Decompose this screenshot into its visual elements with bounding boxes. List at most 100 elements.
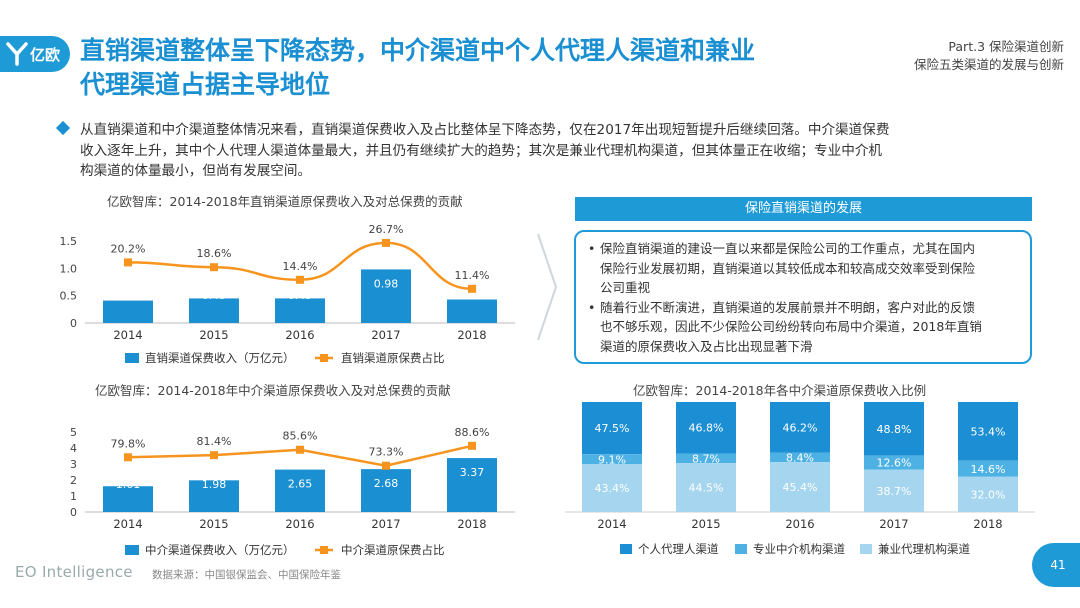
logo-text: 亿欧 (30, 45, 61, 64)
stacked-segment (958, 460, 1018, 477)
bullet-dot: • (588, 299, 596, 315)
legend-bar-label: 直销渠道保费收入（万亿元） (145, 351, 295, 365)
summary-line: 构渠道的体量最小，但尚有发展空间。 (80, 163, 312, 179)
stacked-segment (958, 476, 1018, 512)
y-tick-label: 0.5 (60, 290, 78, 303)
legend-label: 个人代理人渠道 (638, 542, 719, 556)
stacked-segment (864, 469, 924, 513)
line-value-label: 20.2% (111, 242, 146, 255)
x-tick-label: 2016 (285, 328, 314, 342)
y-tick-label: 0 (70, 317, 77, 330)
line-point (382, 461, 390, 470)
bar-value-label: 3.37 (460, 466, 485, 479)
line-value-label: 85.6% (283, 430, 318, 443)
x-tick-label: 2017 (371, 517, 400, 531)
brand-logo: 亿欧 (0, 36, 70, 72)
bar (275, 298, 325, 323)
section-label: Part.3 保险渠道创新 保险五类渠道的发展与创新 (914, 38, 1064, 74)
legend-swatch (860, 544, 872, 554)
legend-line-marker (320, 546, 328, 554)
intermediary-share-chart: 亿欧智库：2014-2018年各中介渠道原保费收入比例 47.5% 9.1% 43.… (565, 375, 1040, 565)
y-tick-label: 2 (70, 474, 77, 487)
x-tick-label: 2014 (113, 328, 142, 342)
diamond-bullet-icon (55, 120, 71, 136)
segment-value-label: 45.4% (783, 481, 818, 494)
x-tick-label: 2015 (199, 517, 228, 531)
y-tick-label: 1 (70, 490, 77, 503)
x-tick-label: 2014 (597, 517, 626, 531)
segment-value-label: 53.4% (971, 425, 1006, 438)
bar (361, 469, 411, 512)
segment-value-label: 8.4% (786, 451, 814, 464)
summary-line: 从直销渠道和中介渠道整体情况来看，直销渠道保费收入及占比整体呈下降态势，仅在20… (80, 122, 890, 138)
intermediary-share-svg: 47.5% 9.1% 43.4% 2014 46.8% 8.7% 44.5% 2015 46.2… (565, 402, 1035, 556)
line-point (468, 441, 476, 450)
line-value-label: 14.4% (283, 260, 318, 273)
y-tick-label: 3 (70, 458, 77, 471)
page-title-line1: 直销渠道整体呈下降态势，中介渠道中个人代理人渠道和兼业 (80, 36, 756, 65)
y-tick-label: 0 (70, 506, 77, 519)
x-tick-label: 2018 (457, 328, 486, 342)
info-line: 保险行业发展初期，直销渠道以其较低成本和较高成交效率受到保险 (600, 260, 976, 276)
segment-value-label: 38.7% (877, 485, 912, 498)
bar (447, 299, 497, 323)
legend-line-marker (320, 354, 328, 362)
x-tick-label: 2015 (199, 328, 228, 342)
segment-value-label: 12.6% (877, 457, 912, 470)
intermediary-channel-svg: 0 1 2 3 4 5 1.61 2014 1.98 2015 2.65 2016 2.68 2017 3.… (70, 426, 515, 557)
bar (189, 480, 239, 512)
section-part: Part.3 保险渠道创新 (948, 39, 1064, 54)
segment-value-label: 47.5% (595, 422, 630, 435)
x-tick-label: 2016 (785, 517, 814, 531)
bar-value-label: 2.65 (288, 478, 313, 491)
bar (447, 458, 497, 512)
x-tick-label: 2017 (879, 517, 908, 531)
y-tick-label: 4 (70, 442, 77, 455)
logo-y-icon (6, 42, 28, 66)
stacked-segment (582, 454, 642, 465)
x-tick-label: 2018 (457, 517, 486, 531)
line-point (124, 258, 132, 267)
chart-title: 亿欧智库：2014-2018年直销渠道原保费收入及对总保费的贡献 (107, 194, 463, 209)
x-tick-label: 2016 (285, 517, 314, 531)
stacked-segment (676, 402, 736, 454)
segment-value-label: 8.7% (692, 452, 720, 465)
y-tick-label: 1.0 (60, 262, 78, 275)
bar (275, 469, 325, 512)
stacked-segment (676, 463, 736, 512)
x-tick-label: 2018 (973, 517, 1002, 531)
bar (103, 300, 153, 323)
stacked-segment (582, 402, 642, 455)
chart-title: 亿欧智库：2014-2018年各中介渠道原保费收入比例 (633, 383, 927, 398)
segment-value-label: 48.8% (877, 423, 912, 436)
direct-channel-svg: 0 0.5 1.0 1.5 0.41 2014 0.45 2015 0.45 2016 0.98 20… (60, 223, 515, 365)
page-number: 41 (1032, 543, 1080, 587)
bar-value-label: 1.98 (202, 478, 227, 491)
summary-line: 收入逐年上升，其中个人代理人渠道体量最大，并且仍有继续扩大的趋势；其次是兼业代理… (80, 142, 883, 159)
bar-value-label: 0.45 (288, 289, 313, 302)
segment-value-label: 43.4% (595, 482, 630, 495)
legend-bar-swatch (125, 353, 139, 363)
x-tick-label: 2015 (691, 517, 720, 531)
line-value-label: 18.6% (197, 247, 232, 260)
legend-line-label: 中介渠道原保费占比 (341, 543, 445, 557)
info-item: • 保险直销渠道的建设一直以来都是保险公司的工作重点，尤其在国内 保险行业发展初… (588, 239, 1020, 298)
line-point (468, 284, 476, 293)
bar (189, 298, 239, 323)
bar-value-label: 0.43 (460, 289, 485, 302)
info-line: 保险直销渠道的建设一直以来都是保险公司的工作重点，尤其在国内 (600, 241, 976, 256)
legend-label: 专业中介机构渠道 (753, 542, 845, 556)
segment-value-label: 44.5% (689, 482, 724, 495)
segment-value-label: 32.0% (971, 488, 1006, 501)
x-tick-label: 2017 (371, 328, 400, 342)
page-title: 直销渠道整体呈下降态势，中介渠道中个人代理人渠道和兼业 代理渠道占据主导地位 (80, 34, 840, 102)
stacked-segment (582, 464, 642, 512)
line-value-label: 73.3% (369, 446, 404, 459)
line-value-label: 81.4% (197, 435, 232, 448)
y-tick-label: 5 (70, 426, 77, 439)
chart-title: 亿欧智库：2014-2018年中介渠道原保费收入及对总保费的贡献 (95, 383, 451, 398)
bar-value-label: 0.45 (202, 289, 227, 302)
info-line: 随着行业不断演进，直销渠道的发展前景并不明朗，客户对此的反馈 (600, 299, 976, 315)
segment-value-label: 9.1% (598, 453, 626, 466)
legend-bar-swatch (125, 545, 139, 555)
